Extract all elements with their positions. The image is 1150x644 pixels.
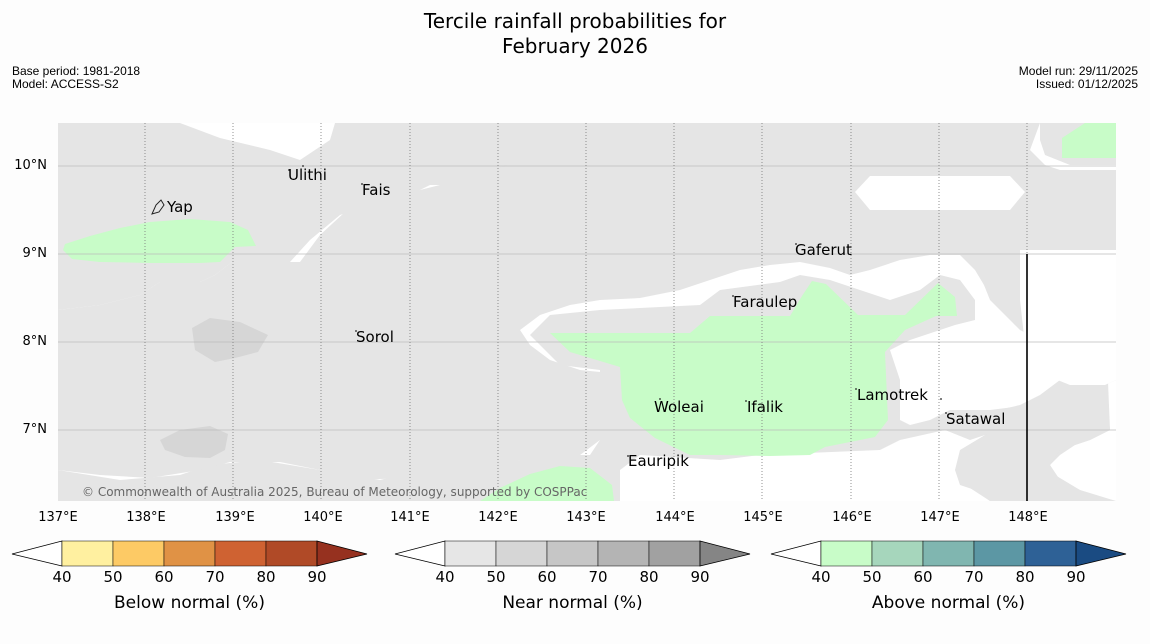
- place-label-eauripik: Eauripik: [628, 452, 689, 470]
- cb-above-tick: 40: [811, 568, 831, 586]
- colorbar-below-label: Below normal (%): [114, 593, 265, 613]
- colorbar-above-label: Above normal (%): [871, 593, 1026, 613]
- cb-below-tick: 50: [103, 568, 123, 586]
- lon-tick-141e: 141°E: [390, 510, 430, 525]
- colorbar-below-bin: [61, 540, 114, 567]
- lat-tick-9n: 9°N: [22, 246, 48, 261]
- lat-tick-10n: 10°N: [14, 158, 47, 173]
- meta-right: Model run: 29/11/2025 Issued: 01/12/2025: [1019, 65, 1138, 91]
- lon-tick-139e: 139°E: [215, 510, 255, 525]
- cb-near-tick: 40: [435, 568, 455, 586]
- colorbar-below-over: [316, 540, 368, 567]
- near-normal-body: [58, 123, 1116, 501]
- place-label-satawal: Satawal: [946, 410, 1006, 428]
- place-label-woleai: Woleai: [654, 398, 704, 416]
- colorbar-near-under: [394, 540, 446, 567]
- cb-near-tick: 60: [537, 568, 557, 586]
- colorbar-near-label: Near normal (%): [502, 593, 643, 613]
- darker-patch-2: [160, 426, 228, 458]
- colorbar-near: [394, 540, 751, 567]
- lat-tick-8n: 8°N: [22, 334, 48, 349]
- white-gap-2: [1020, 250, 1116, 385]
- place-label-yap: Yap: [167, 198, 193, 216]
- place-label-fais: Fais: [362, 181, 391, 199]
- cb-below-tick: 60: [154, 568, 174, 586]
- colorbar-below-bin: [214, 540, 267, 567]
- place-label-gaferut: Gaferut: [795, 241, 852, 259]
- colorbar-above-bin: [973, 540, 1026, 567]
- colorbar-above-over: [1075, 540, 1127, 567]
- colorbar-above-bin: [1024, 540, 1077, 567]
- lon-tick-142e: 142°E: [478, 510, 518, 525]
- above-normal-region-ne: [1062, 123, 1116, 158]
- colorbar-below: [11, 540, 368, 567]
- lon-tick-145e: 145°E: [743, 510, 783, 525]
- lon-tick-140e: 140°E: [303, 510, 343, 525]
- issued-text: Issued: 01/12/2025: [1035, 77, 1138, 91]
- cb-above-tick: 50: [862, 568, 882, 586]
- above-normal-region-south: [480, 466, 614, 501]
- lon-tick-138e: 138°E: [126, 510, 166, 525]
- lon-tick-146e: 146°E: [832, 510, 872, 525]
- cb-above-tick: 60: [913, 568, 933, 586]
- cb-near-tick: 90: [690, 568, 710, 586]
- colorbar-below-bin: [112, 540, 165, 567]
- lon-tick-147e: 147°E: [920, 510, 960, 525]
- cb-below-tick: 90: [307, 568, 327, 586]
- lon-tick-148e: 148°E: [1008, 510, 1048, 525]
- colorbar-below-bin: [265, 540, 318, 567]
- colorbar-near-bin: [495, 540, 548, 567]
- title-line-2: February 2026: [502, 34, 648, 58]
- lat-tick-7n: 7°N: [22, 422, 48, 437]
- colorbar-below-under: [11, 540, 63, 567]
- white-gap-3: [985, 330, 1030, 405]
- cb-below-tick: 70: [205, 568, 225, 586]
- colorbar-above-under: [770, 540, 822, 567]
- chart-title: Tercile rainfall probabilities for Febru…: [0, 9, 1150, 59]
- colorbar-above-bin: [922, 540, 975, 567]
- colorbar-above-bin: [820, 540, 873, 567]
- lat-gridlines: [58, 165, 1116, 431]
- colorbar-near-bin: [597, 540, 650, 567]
- place-label-ifalik: Ifalik: [747, 398, 783, 416]
- base-period-text: Base period: 1981-2018: [12, 64, 141, 78]
- cb-below-tick: 80: [256, 568, 276, 586]
- darker-patch-1: [192, 318, 268, 362]
- island-markers: [151, 165, 947, 457]
- cb-below-tick: 40: [52, 568, 72, 586]
- place-label-lamotrek: Lamotrek: [857, 386, 928, 404]
- meta-left: Base period: 1981-2018 Model: ACCESS-S2: [12, 65, 140, 91]
- cb-near-tick: 50: [486, 568, 506, 586]
- place-label-faraulep: Faraulep: [733, 293, 798, 311]
- colorbar-above-bin: [871, 540, 924, 567]
- white-gap-1: [855, 176, 1025, 210]
- lon-tick-143e: 143°E: [566, 510, 606, 525]
- place-label-ulithi: Ulithi: [288, 166, 327, 184]
- cb-above-tick: 80: [1015, 568, 1035, 586]
- colorbar-near-bin: [444, 540, 497, 567]
- colorbar-near-bin: [546, 540, 599, 567]
- model-run-text: Model run: 29/11/2025: [1018, 64, 1138, 78]
- colorbar-below-bin: [163, 540, 216, 567]
- above-normal-region-central: [550, 281, 957, 456]
- cb-above-tick: 70: [964, 568, 984, 586]
- colorbar-near-bin: [648, 540, 701, 567]
- cb-near-tick: 80: [639, 568, 659, 586]
- lon-tick-137e: 137°E: [38, 510, 78, 525]
- cb-near-tick: 70: [588, 568, 608, 586]
- lon-tick-144e: 144°E: [655, 510, 695, 525]
- above-normal-region-yap: [63, 219, 256, 263]
- title-line-1: Tercile rainfall probabilities for: [423, 9, 727, 33]
- colorbar-above: [770, 540, 1127, 567]
- model-text: Model: ACCESS-S2: [12, 77, 119, 91]
- copyright-text: © Commonwealth of Australia 2025, Bureau…: [82, 485, 588, 499]
- colorbar-near-over: [699, 540, 751, 567]
- place-label-sorol: Sorol: [356, 328, 394, 346]
- cb-above-tick: 90: [1066, 568, 1086, 586]
